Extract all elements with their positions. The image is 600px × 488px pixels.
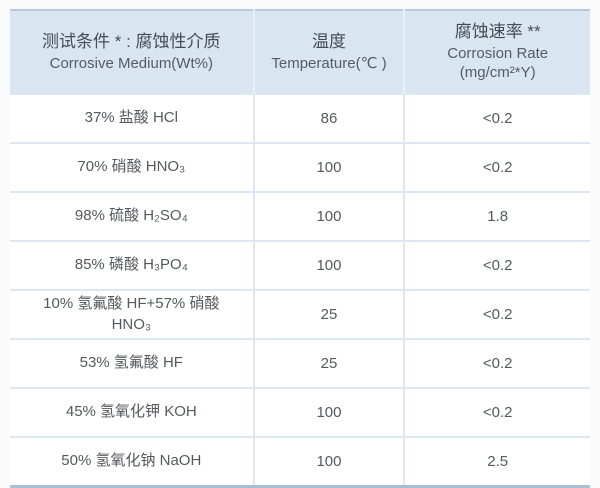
medium-header-en: Corrosive Medium(Wt%): [49, 54, 213, 72]
table-body: 37% 盐酸 HCl 86 <0.2 70% 硝酸 HNO₃ 100 <0.2 …: [10, 93, 590, 487]
rate-column-header: 腐蚀速率 ** Corrosion Rate (mg/cm²*Y): [403, 10, 590, 94]
medium-cell: 53% 氢氟酸 HF: [10, 338, 254, 388]
medium-cell: 10% 氢氟酸 HF+57% 硝酸 HNO₃: [10, 289, 254, 339]
table-row: 10% 氢氟酸 HF+57% 硝酸 HNO₃ 25 <0.2: [10, 289, 590, 339]
medium-column-header: 测试条件 * : 腐蚀性介质 Corrosive Medium(Wt%): [10, 10, 254, 94]
medium-cell: 37% 盐酸 HCl: [10, 93, 254, 143]
temperature-header-zh: 温度: [311, 31, 346, 51]
rate-cell: <0.2: [403, 93, 590, 143]
temperature-cell: 100: [252, 142, 405, 192]
table-row: 50% 氢氧化钠 NaOH 100 2.5: [10, 436, 590, 487]
rate-header-en: Corrosion Rate: [447, 44, 549, 62]
rate-cell: <0.2: [403, 338, 590, 388]
rate-cell: 2.5: [403, 436, 590, 487]
corrosion-spec-table-container: 测试条件 * : 腐蚀性介质 Corrosive Medium(Wt%) 温度 …: [10, 9, 590, 488]
medium-cell: 45% 氢氧化钾 KOH: [10, 387, 254, 437]
rate-header-zh: 腐蚀速率 **: [454, 22, 541, 42]
medium-cell: 50% 氢氧化钠 NaOH: [10, 436, 254, 487]
medium-header-zh: 测试条件 * : 腐蚀性介质: [42, 31, 221, 51]
table-row: 45% 氢氧化钾 KOH 100 <0.2: [10, 387, 590, 437]
temperature-cell: 100: [252, 240, 405, 290]
rate-cell: <0.2: [403, 142, 590, 192]
table-row: 70% 硝酸 HNO₃ 100 <0.2: [10, 142, 590, 192]
rate-cell: <0.2: [403, 289, 590, 339]
temperature-cell: 100: [252, 191, 405, 241]
temperature-cell: 25: [252, 289, 405, 339]
temperature-cell: 100: [252, 436, 405, 487]
table-row: 85% 磷酸 H₃PO₄ 100 <0.2: [10, 240, 590, 290]
header-row: 测试条件 * : 腐蚀性介质 Corrosive Medium(Wt%) 温度 …: [10, 10, 590, 94]
medium-cell: 70% 硝酸 HNO₃: [10, 142, 254, 192]
medium-cell: 85% 磷酸 H₃PO₄: [10, 240, 254, 290]
temperature-header-en: Temperature(℃ ): [271, 54, 387, 72]
corrosion-spec-table: 测试条件 * : 腐蚀性介质 Corrosive Medium(Wt%) 温度 …: [10, 9, 590, 488]
temperature-column-header: 温度 Temperature(℃ ): [252, 10, 405, 94]
table-row: 98% 硫酸 H₂SO₄ 100 1.8: [10, 191, 590, 241]
temperature-cell: 25: [252, 338, 405, 388]
table-row: 37% 盐酸 HCl 86 <0.2: [10, 93, 590, 143]
table-header: 测试条件 * : 腐蚀性介质 Corrosive Medium(Wt%) 温度 …: [10, 10, 590, 94]
temperature-cell: 86: [252, 93, 405, 143]
rate-cell: <0.2: [403, 387, 590, 437]
table-row: 53% 氢氟酸 HF 25 <0.2: [10, 338, 590, 388]
rate-header-unit: (mg/cm²*Y): [459, 64, 536, 82]
rate-cell: <0.2: [403, 240, 590, 290]
rate-cell: 1.8: [403, 191, 590, 241]
temperature-cell: 100: [252, 387, 405, 437]
medium-cell: 98% 硫酸 H₂SO₄: [10, 191, 254, 241]
